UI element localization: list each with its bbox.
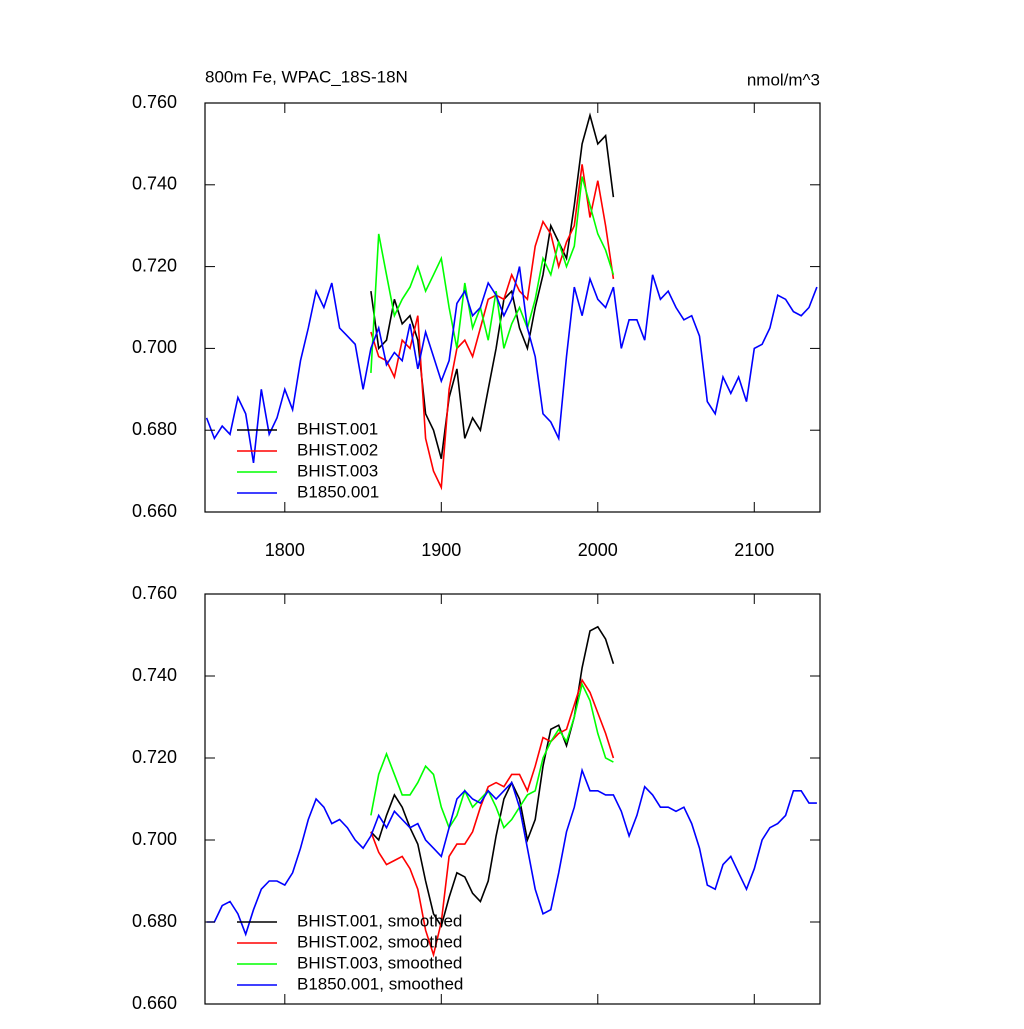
- x-tick-label: 2000: [578, 540, 618, 560]
- legend-label: BHIST.001: [297, 419, 378, 438]
- data-line: [370, 176, 615, 373]
- data-line: [370, 164, 615, 491]
- plot-frame: [204, 593, 821, 1005]
- chart-title: 800m Fe, WPAC_18S-18N: [205, 67, 408, 86]
- data-line: [370, 681, 614, 830]
- y-tick-label: 0.740: [132, 174, 177, 194]
- y-tick-label: 0.680: [132, 419, 177, 439]
- y-tick-label: 0.740: [132, 665, 177, 685]
- legend-label: BHIST.002: [297, 440, 378, 459]
- y-tick-label: 0.700: [132, 829, 177, 849]
- legend-label: BHIST.001, smoothed: [297, 911, 462, 930]
- legend-label: BHIST.002, smoothed: [297, 932, 462, 951]
- x-tick-label: 2100: [734, 540, 774, 560]
- y-tick-label: 0.680: [132, 911, 177, 931]
- data-line: [370, 112, 615, 460]
- legend-label: B1850.001: [297, 482, 379, 501]
- x-tick-label: 1800: [265, 540, 305, 560]
- data-line: [370, 678, 615, 958]
- data-line: [205, 266, 818, 464]
- x-tick-label: 1900: [421, 540, 461, 560]
- y-tick-label: 0.760: [132, 92, 177, 112]
- y-tick-label: 0.760: [132, 583, 177, 603]
- plot-frame: [204, 102, 821, 513]
- legend-label: B1850.001, smoothed: [297, 974, 463, 993]
- legend-label: BHIST.003: [297, 461, 378, 480]
- units-label: nmol/m^3: [747, 70, 820, 89]
- y-tick-label: 0.720: [132, 747, 177, 767]
- y-tick-label: 0.660: [132, 501, 177, 521]
- y-tick-label: 0.720: [132, 255, 177, 275]
- data-line: [370, 625, 615, 929]
- legend-label: BHIST.003, smoothed: [297, 953, 462, 972]
- y-tick-label: 0.660: [132, 993, 177, 1013]
- data-line: [206, 767, 817, 937]
- y-tick-label: 0.700: [132, 337, 177, 357]
